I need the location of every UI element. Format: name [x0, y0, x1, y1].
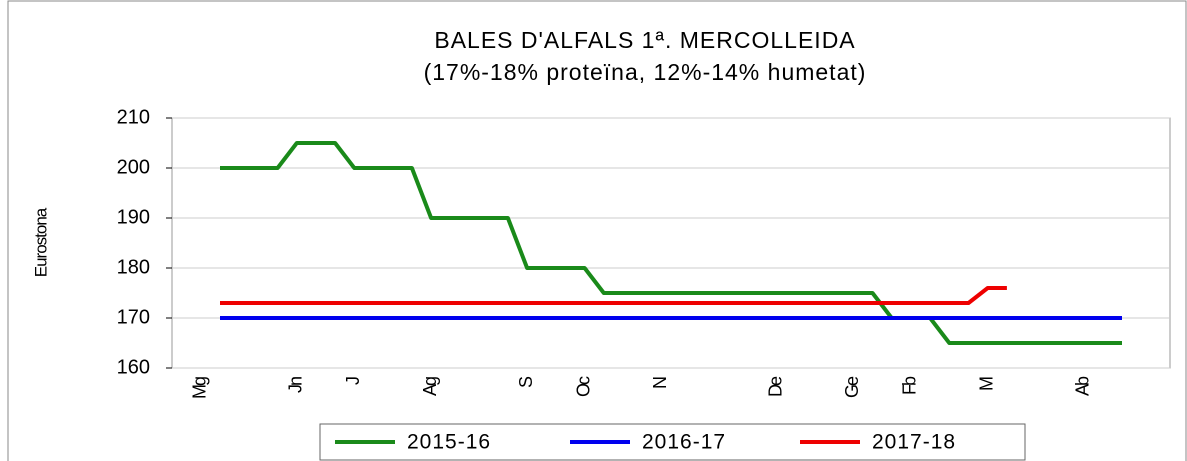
x-tick-label: Jn	[286, 377, 306, 393]
x-tick-label: Ge	[842, 376, 862, 398]
legend-box	[319, 423, 1026, 461]
legend-label: 2017-18	[872, 431, 956, 454]
x-tick-label: Ab	[1072, 376, 1092, 396]
x-tick-label: De	[765, 376, 785, 397]
legend-label: 2016-17	[642, 431, 726, 454]
x-tick-label: Ag	[420, 377, 440, 396]
x-tick-label: N	[650, 377, 670, 389]
x-tick-label: Fb	[900, 376, 920, 395]
y-tick-label: 210	[117, 106, 150, 128]
y-axis-label: Eurostona	[31, 207, 50, 277]
y-tick-label: 190	[117, 206, 150, 228]
x-tick-label: Oc	[573, 376, 593, 397]
chart-title: BALES D'ALFALS 1ª. MERCOLLEIDA	[434, 27, 855, 53]
line-series	[220, 286, 1007, 305]
legend-label: 2015-16	[407, 431, 491, 454]
plot-area	[171, 117, 1171, 369]
y-tick-label: 170	[117, 306, 150, 328]
x-tick-label: J	[343, 377, 363, 385]
x-tick-label: Mg	[190, 377, 210, 399]
y-tick-label: 200	[117, 156, 150, 178]
chart-subtitle: (17%-18% proteïna, 12%-14% humetat)	[424, 59, 867, 85]
line-series	[220, 141, 1122, 345]
x-tick-label: M	[976, 377, 996, 391]
y-tick-label: 180	[117, 256, 150, 278]
x-tick-label: S	[516, 376, 536, 388]
y-tick-label: 160	[117, 356, 150, 378]
